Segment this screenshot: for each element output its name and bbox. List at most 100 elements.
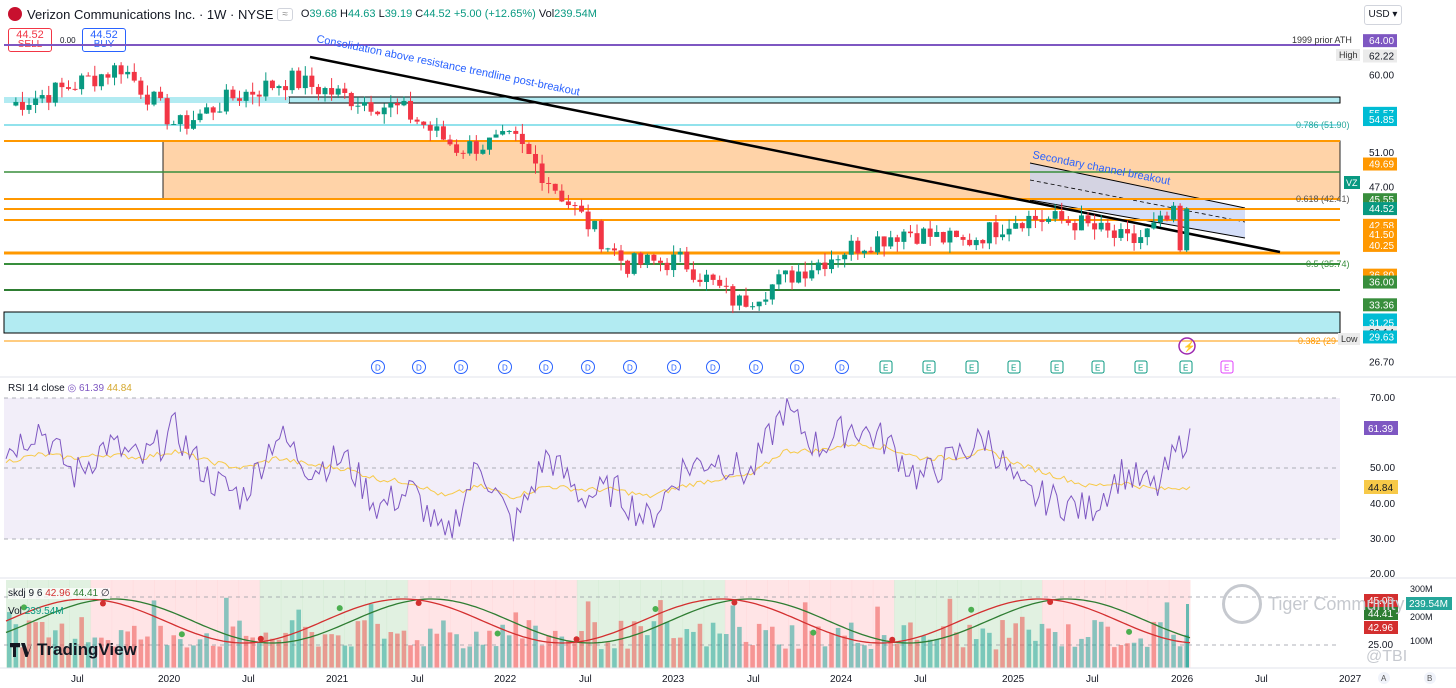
earnings-marker[interactable] [1220,360,1234,374]
volume-bar [224,597,229,668]
price-tag-3: 54.85 [1369,115,1394,126]
dividend-marker[interactable] [749,360,763,374]
dividend-marker[interactable] [623,360,637,374]
dividend-marker[interactable] [835,360,849,374]
dividend-marker[interactable] [371,360,385,374]
candle-body [842,254,848,260]
dividend-marker[interactable] [454,360,468,374]
settings-icon[interactable]: ◎ [67,383,77,394]
skdj-axis[interactable]: 300M 200M 100M 25.00 45.06 44.41 42.96 2… [1364,584,1452,651]
skdj-tag-1-bg [1364,594,1398,607]
volume-bar [33,622,38,668]
skdj-bg-segment [809,580,832,668]
auto-scale-button[interactable] [1378,672,1390,684]
volume-bar [908,622,913,668]
volume-bar [868,648,874,668]
candle-body [131,71,137,81]
candle-body [914,233,920,244]
dividend-marker-label: D [671,364,677,373]
volume-bar [750,645,755,668]
volume-bar [559,636,565,668]
volume-bar [158,625,163,668]
volume-bar [776,644,782,668]
flash-icon[interactable] [1178,337,1196,355]
volume-bar-last [1186,604,1189,668]
rsi-series [5,398,1191,542]
currency-selector[interactable]: USD ▾ [1364,5,1402,25]
volume-bar [362,620,367,668]
log-scale-button[interactable] [1424,672,1436,684]
candle-body [1046,218,1052,222]
symbol-title[interactable]: Verizon Communications Inc. · 1W · NYSE [27,6,274,22]
volume-bar [533,625,538,668]
candle-body [283,86,289,91]
candle-body [684,251,690,270]
candle-body [980,240,986,244]
dividend-marker[interactable] [412,360,426,374]
candle-body [33,98,39,105]
candle-body [1177,205,1183,251]
dividend-marker[interactable] [581,360,595,374]
candle-body [46,95,52,103]
volume-bar [1118,645,1124,668]
candle-body [322,88,328,95]
volume-bar [1177,646,1183,668]
volume-bar [927,639,933,668]
cross-dots [21,598,1133,643]
candle-body [907,231,913,234]
dividend-marker[interactable] [706,360,720,374]
dividend-marker[interactable] [539,360,553,374]
volume-bar [960,647,966,668]
rsi-ma-tag-bg [1364,480,1398,494]
volume-legend[interactable]: Vol 239.54M [8,606,64,617]
earnings-marker[interactable] [1179,360,1193,374]
volume-bar [131,625,137,668]
rsi-axis[interactable]: 70.00 50.00 40.00 30.00 20.00 61.39 44.8… [1364,393,1398,580]
volume-bar [145,636,150,668]
earnings-marker-label: E [1183,364,1188,373]
volume-bar [480,644,486,668]
candle-body [72,88,78,90]
volume-bar [664,621,670,668]
candle-body [809,270,815,279]
volume-bar [875,606,880,668]
candle-body [723,285,729,287]
volume-bar [934,639,940,668]
rsi-legend[interactable]: RSI 14 close ◎ 61.39 44.84 [8,383,132,394]
volume-bar [730,605,736,668]
candle-body [789,270,795,283]
dividend-marker[interactable] [790,360,804,374]
candle-body [217,111,223,113]
volume-bar [1125,643,1130,668]
candle-body [993,222,999,238]
time-tick-8: Jul [747,674,760,685]
volume-bar [829,633,834,668]
dividend-marker[interactable] [498,360,512,374]
price-tag-bg-6 [1363,202,1397,216]
dividend-marker[interactable] [667,360,681,374]
candle-body [1157,215,1163,223]
candle-body [98,74,104,87]
earnings-marker[interactable] [1007,360,1021,374]
volume-bar [723,634,729,668]
resistance-trendline[interactable] [309,55,1281,254]
earnings-marker[interactable] [965,360,979,374]
candle-body [1151,222,1157,229]
earnings-marker[interactable] [879,360,893,374]
skdj-legend[interactable]: skdj 9 6 42.96 44.41 ∅ [8,588,110,599]
compare-icon[interactable]: ≈ [277,7,293,21]
tradingview-logo[interactable]: TradingView [10,640,137,660]
candle-body [717,279,723,286]
price-axis[interactable]: 64.0062.2255.5754.8549.6945.5544.5242.58… [1363,34,1397,369]
candle-body [1111,230,1117,238]
earnings-marker[interactable] [922,360,936,374]
candle-body [526,144,532,154]
volume-bar [125,631,130,668]
skdj-tick-25: 25.00 [1368,640,1393,651]
earnings-marker[interactable] [1134,360,1148,374]
earnings-marker[interactable] [1091,360,1105,374]
time-axis[interactable]: Jul 2020 Jul 2021 Jul 2022 Jul 2023 Jul 2024 Jul 20… [71,674,1362,685]
earnings-marker[interactable] [1050,360,1064,374]
